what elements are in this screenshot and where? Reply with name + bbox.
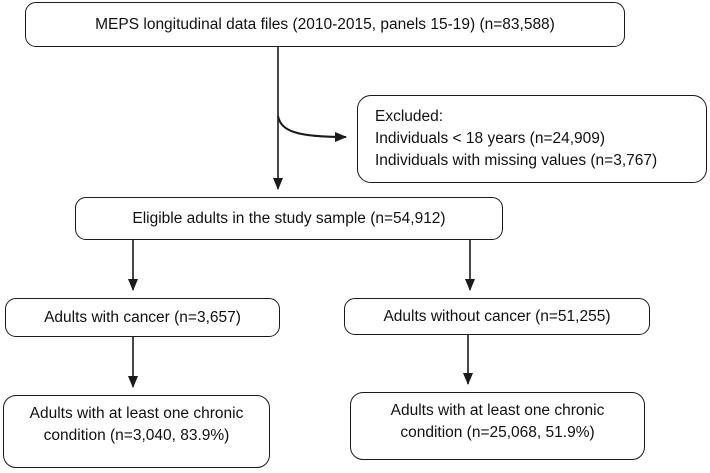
excluded-under-18: Individuals < 18 years (n=24,909) [375,130,606,147]
excluded-missing-values: Individuals with missing values (n=3,767… [375,152,658,169]
nocancer-chronic-line2: condition (n=25,068, 51.9%) [400,424,595,441]
cancer-chronic-line1: Adults with at least one chronic [29,404,244,422]
box-adults-with-cancer: Adults with cancer (n=3,657) [5,298,280,337]
box-meps-label: MEPS longitudinal data files (2010-2015,… [95,15,555,33]
box-without-cancer-label: Adults without cancer (n=51,255) [383,307,611,325]
arrow-branch-to-excluded [277,115,347,142]
box-cancer-chronic-condition: Adults with at least one chronic conditi… [3,395,270,468]
box-noncancer-chronic-condition: Adults with at least one chronic conditi… [350,392,645,460]
box-eligible-label: Eligible adults in the study sample (n=5… [132,209,446,227]
cancer-chronic-line2: condition (n=3,040, 83.9%) [43,426,230,444]
box-excluded: Excluded: Individuals < 18 years (n=24,9… [357,95,707,183]
excluded-heading: Excluded: [375,108,444,125]
box-with-cancer-label: Adults with cancer (n=3,657) [44,308,241,326]
nocancer-chronic-line1: Adults with at least one chronic [390,402,605,419]
box-adults-without-cancer: Adults without cancer (n=51,255) [344,298,650,335]
box-meps-data-files: MEPS longitudinal data files (2010-2015,… [25,2,625,47]
box-eligible-adults: Eligible adults in the study sample (n=5… [75,197,503,240]
